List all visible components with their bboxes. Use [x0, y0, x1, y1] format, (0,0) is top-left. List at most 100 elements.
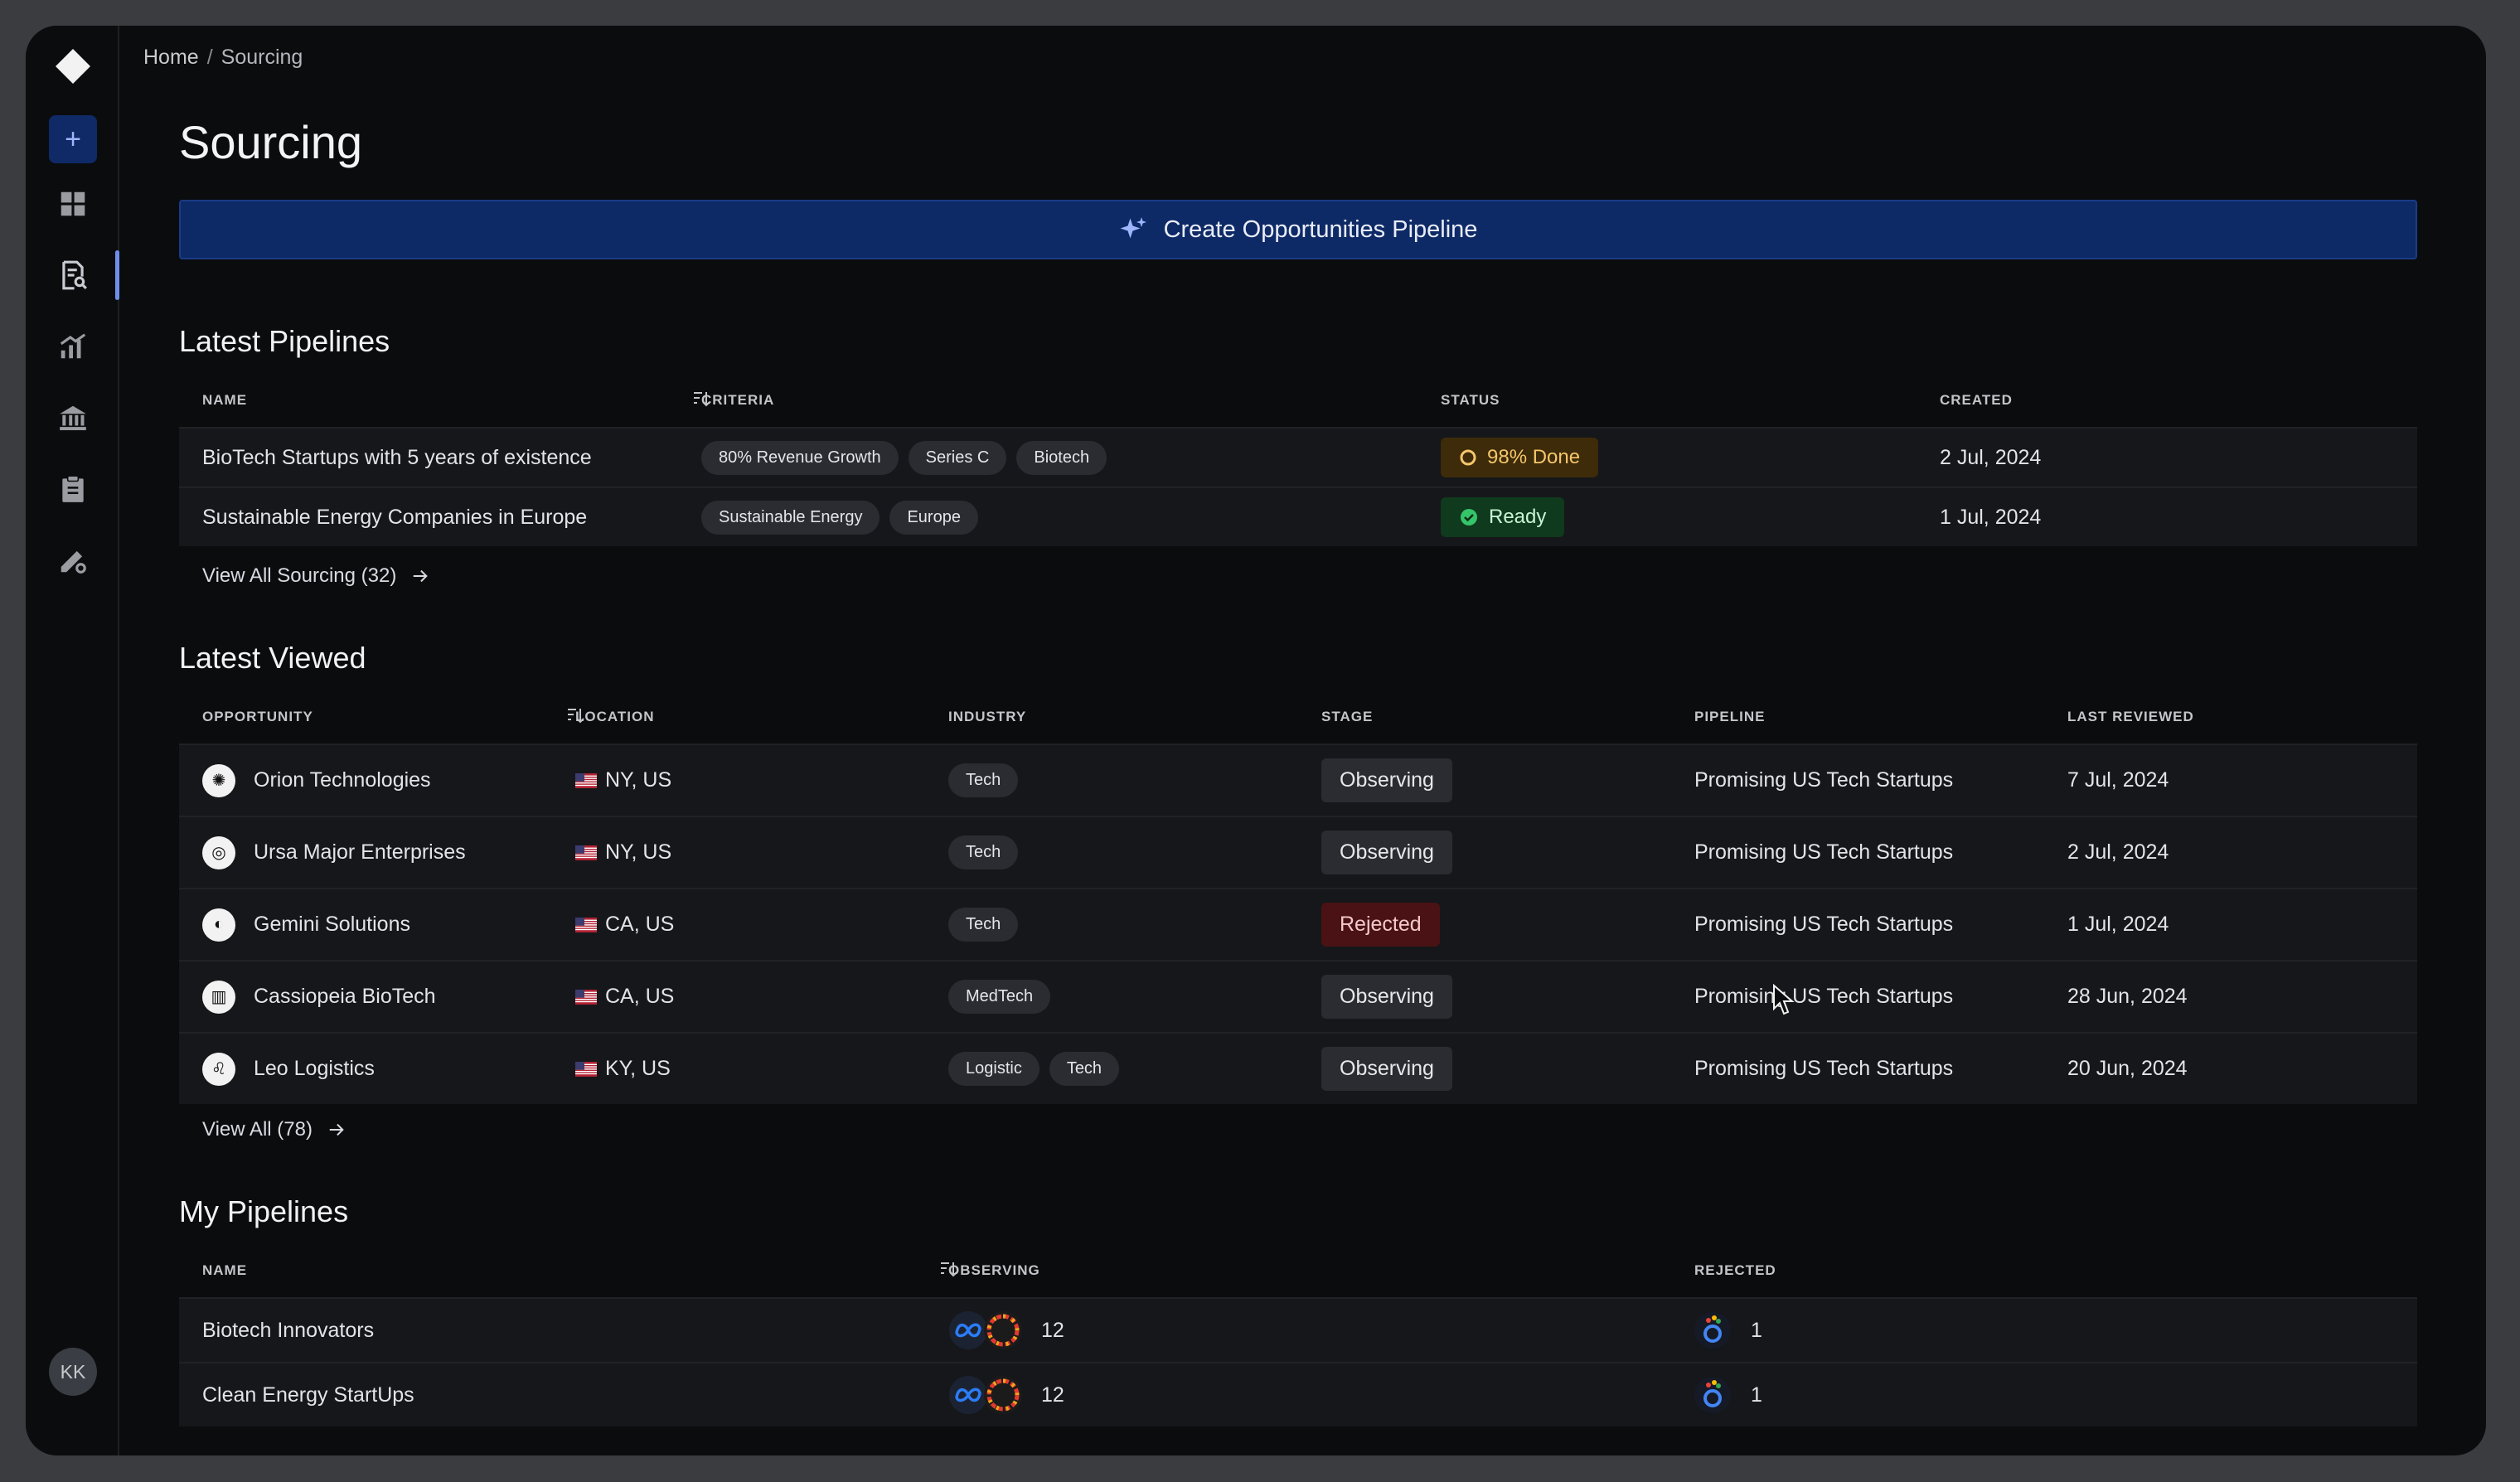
industry-tag: Tech [948, 763, 1019, 797]
opportunity-name[interactable]: Cassiopeia BioTech [254, 985, 436, 1008]
opportunity-cell: ✺ Orion Technologies [202, 745, 431, 816]
status-label: 98% Done [1487, 446, 1581, 468]
opportunity-name[interactable]: Leo Logistics [254, 1057, 375, 1080]
stage-cell: Observing [1321, 817, 1452, 888]
sort-icon[interactable] [938, 1259, 958, 1279]
industry-tag: Tech [1049, 1052, 1120, 1086]
industry-tags: Logistic Tech [948, 1034, 1129, 1104]
rejected-count: 1 [1751, 1383, 1762, 1407]
pipeline-name[interactable]: Sustainable Energy Companies in Europe [202, 505, 588, 529]
pipeline-link[interactable]: Promising US Tech Startups [1694, 1057, 1954, 1080]
latest-pipelines-header: NAME CRITERIA STATUS CREATED [179, 382, 2417, 419]
table-row[interactable]: ♌ Leo Logistics KY, US Logistic Tech Obse… [179, 1032, 2417, 1104]
pipeline-link[interactable]: Promising US Tech Startups [1694, 913, 1954, 936]
google-logo-icon [1694, 1312, 1731, 1349]
my-pipelines-title: My Pipelines [179, 1194, 349, 1228]
criteria-tags: Sustainable Energy Europe [701, 488, 988, 546]
opportunity-name[interactable]: Ursa Major Enterprises [254, 840, 466, 864]
sidebar: + KK [26, 26, 119, 1455]
stage-badge[interactable]: Observing [1321, 758, 1452, 802]
opportunity-name[interactable]: Orion Technologies [254, 768, 431, 792]
observing-cell: 12 [948, 1363, 1064, 1426]
view-all-sourcing-link[interactable]: View All Sourcing (32) [202, 564, 429, 588]
stage-cell: Observing [1321, 961, 1452, 1032]
stage-badge[interactable]: Observing [1321, 831, 1452, 874]
view-all-viewed-link[interactable]: View All (78) [202, 1118, 346, 1141]
stage-badge[interactable]: Rejected [1321, 903, 1440, 947]
location-label: NY, US [605, 840, 672, 864]
company-logos-stack [948, 1375, 1025, 1415]
pipeline-name[interactable]: Clean Energy StartUps [202, 1383, 414, 1407]
industry-tag: Logistic [948, 1052, 1040, 1086]
location-cell: NY, US [575, 817, 671, 888]
criteria-tag: Biotech [1016, 440, 1107, 475]
us-flag-icon [575, 989, 597, 1005]
table-row[interactable]: ◎ Ursa Major Enterprises NY, US Tech Obs… [179, 816, 2417, 888]
col-industry: INDUSTRY [948, 709, 1027, 724]
table-row[interactable]: ✺ Orion Technologies NY, US Tech Observi… [179, 743, 2417, 816]
pipeline-link[interactable]: Promising US Tech Startups [1694, 768, 1954, 792]
criteria-tags: 80% Revenue Growth Series C Biotech [701, 429, 1117, 487]
sort-icon[interactable] [691, 389, 711, 409]
pipeline-link[interactable]: Promising US Tech Startups [1694, 985, 1954, 1008]
document-search-icon[interactable] [49, 251, 97, 299]
table-row[interactable]: ▥ Cassiopeia BioTech CA, US MedTech Obse… [179, 960, 2417, 1032]
bank-icon[interactable] [49, 394, 97, 442]
pipeline-name[interactable]: Biotech Innovators [202, 1318, 375, 1342]
settings-pen-icon[interactable] [49, 536, 97, 584]
opp-orion-logo-icon: ✺ [202, 763, 235, 797]
check-circle-icon [1461, 509, 1477, 525]
latest-viewed-header: OPPORTUNITY LOCATION INDUSTRY STAGE PIPE… [179, 699, 2417, 735]
table-row[interactable]: BioTech Startups with 5 years of existen… [179, 427, 2417, 487]
arrow-right-icon [414, 569, 429, 583]
table-row[interactable]: ◐ Gemini Solutions CA, US Tech Rejected … [179, 888, 2417, 960]
plus-button[interactable]: + [49, 115, 97, 163]
dashboard-icon[interactable] [49, 180, 97, 228]
criteria-tag: 80% Revenue Growth [701, 440, 899, 475]
status-cell: Ready [1441, 488, 1565, 546]
location-cell: CA, US [575, 889, 674, 960]
col-name: NAME [202, 1262, 248, 1278]
location-cell: KY, US [575, 1034, 671, 1104]
pipeline-name[interactable]: BioTech Startups with 5 years of existen… [202, 445, 592, 469]
table-row[interactable]: Sustainable Energy Companies in Europe S… [179, 487, 2417, 546]
table-row[interactable]: Clean Energy StartUps 12 [179, 1362, 2417, 1426]
us-flag-icon [575, 772, 597, 788]
avatar[interactable]: KK [49, 1348, 97, 1396]
breadcrumb-current: Sourcing [220, 46, 303, 69]
progress-ring-icon [1460, 449, 1476, 466]
last-reviewed-date: 20 Jun, 2024 [2067, 1057, 2188, 1080]
view-all-label: View All (78) [202, 1118, 313, 1141]
breadcrumb-home[interactable]: Home [143, 46, 199, 69]
table-row[interactable]: Biotech Innovators 12 [179, 1297, 2417, 1362]
col-rejected: REJECTED [1694, 1262, 1776, 1278]
col-stage: STAGE [1321, 709, 1374, 724]
location-cell: NY, US [575, 745, 671, 816]
stage-badge[interactable]: Observing [1321, 1047, 1452, 1091]
clipboard-icon[interactable] [49, 465, 97, 513]
us-flag-icon [575, 1061, 597, 1077]
opportunity-cell: ◐ Gemini Solutions [202, 889, 410, 960]
logo-icon[interactable] [56, 49, 90, 84]
criteria-tag: Series C [908, 440, 1007, 475]
arrow-right-icon [329, 1123, 344, 1136]
location-label: CA, US [605, 913, 675, 936]
location-cell: CA, US [575, 961, 674, 1032]
stage-badge[interactable]: Observing [1321, 975, 1452, 1019]
latest-viewed-title: Latest Viewed [179, 641, 366, 675]
meta-logo-icon [949, 1376, 1022, 1414]
mouse-cursor-icon [1773, 984, 1795, 1015]
chart-icon[interactable] [49, 322, 97, 370]
us-flag-icon [575, 845, 597, 860]
create-pipeline-button[interactable]: Create Opportunities Pipeline [179, 200, 2417, 259]
stage-cell: Observing [1321, 745, 1452, 816]
breadcrumb: Home / Sourcing [143, 46, 303, 70]
industry-tags: Tech [948, 745, 1028, 816]
rejected-count: 1 [1751, 1318, 1762, 1342]
company-logos-stack [948, 1310, 1025, 1350]
sort-icon[interactable] [565, 705, 585, 725]
pipeline-link[interactable]: Promising US Tech Startups [1694, 840, 1954, 864]
opportunity-name[interactable]: Gemini Solutions [254, 913, 410, 936]
col-location: LOCATION [575, 709, 655, 724]
col-opportunity: OPPORTUNITY [202, 709, 313, 724]
